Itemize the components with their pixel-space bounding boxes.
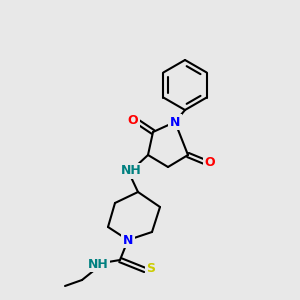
Text: S: S (146, 262, 155, 275)
Text: N: N (170, 116, 180, 128)
Text: N: N (123, 233, 133, 247)
Text: NH: NH (121, 164, 141, 178)
Text: NH: NH (88, 257, 108, 271)
Text: O: O (128, 115, 138, 128)
Text: O: O (205, 157, 215, 169)
